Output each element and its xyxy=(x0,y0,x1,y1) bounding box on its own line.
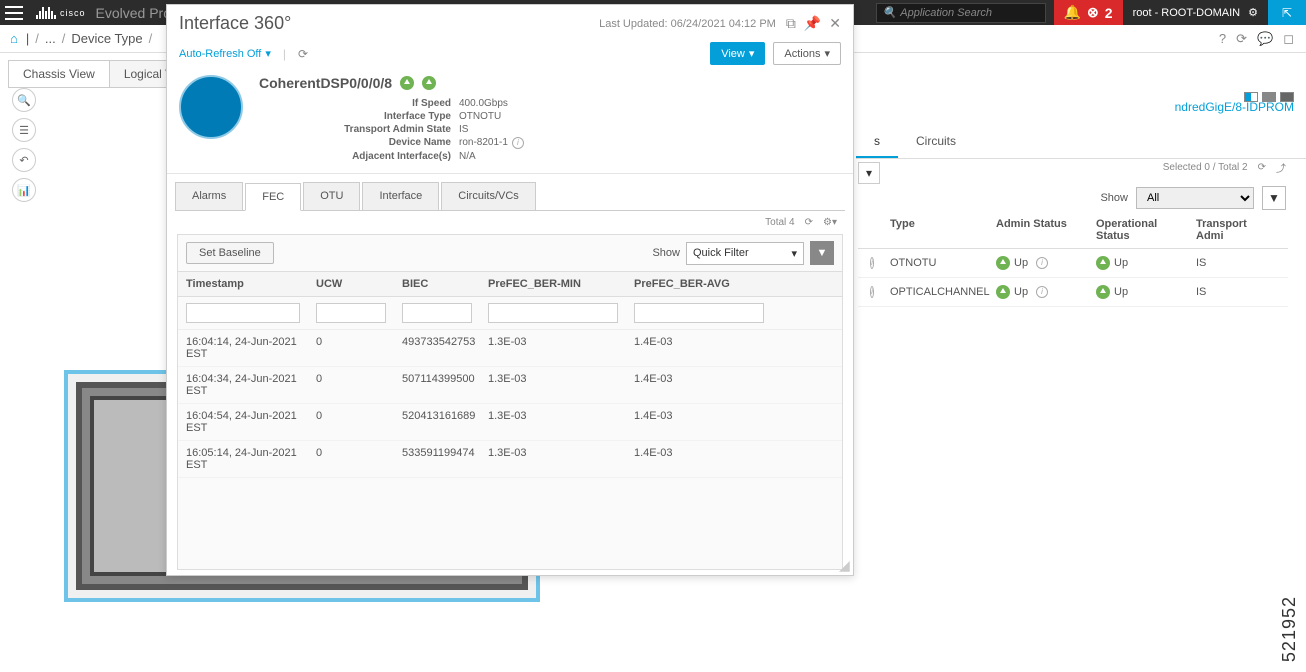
col-min[interactable]: PreFEC_BER-MIN xyxy=(480,272,626,296)
tab-interface[interactable]: Interface xyxy=(362,182,439,210)
tab-fec[interactable]: FEC xyxy=(245,183,301,211)
info-icon[interactable]: i xyxy=(870,257,874,269)
interface-360-modal: Interface 360° Last Updated: 06/24/2021 … xyxy=(166,4,854,576)
breadcrumb-device-type[interactable]: Device Type xyxy=(71,31,142,46)
show-label: Show xyxy=(652,247,680,259)
info-icon[interactable]: i xyxy=(512,137,524,149)
bg-tab-circuits[interactable]: Circuits xyxy=(898,126,974,158)
undo-icon[interactable]: ↶ xyxy=(12,148,36,172)
refresh-icon[interactable]: ⟳ xyxy=(1236,31,1247,47)
bg-row-1[interactable]: i OPTICALCHANNEL Upi Up IS xyxy=(858,278,1288,307)
col-biec[interactable]: BIEC xyxy=(394,272,480,296)
close-icon[interactable]: ✕ xyxy=(829,15,841,32)
breadcrumb-dots[interactable]: ... xyxy=(45,31,56,46)
auto-refresh-toggle[interactable]: Auto-Refresh Off ▾ xyxy=(179,47,271,60)
filter-icon[interactable]: ▼ xyxy=(1262,186,1286,210)
alerts-button[interactable]: 🔔 ⊗ 2 xyxy=(1054,0,1123,25)
info-icon[interactable]: i xyxy=(1036,257,1048,269)
home-icon[interactable]: ⌂ xyxy=(10,31,18,46)
info-icon[interactable]: i xyxy=(1036,286,1048,298)
up-icon xyxy=(1096,256,1110,270)
tab-circuits[interactable]: Circuits/VCs xyxy=(441,182,536,210)
idprom-link[interactable]: ndredGigE/8-IDPROM xyxy=(1175,100,1294,114)
breadcrumb-sep: | xyxy=(26,31,29,46)
tab-otu[interactable]: OTU xyxy=(303,182,360,210)
bg-dropdown[interactable]: ▾ xyxy=(858,162,880,184)
table-row[interactable]: 16:05:14, 24-Jun-2021 EST 0 533591199474… xyxy=(178,441,842,478)
up-icon xyxy=(1096,285,1110,299)
refresh-icon[interactable]: ⟳ xyxy=(298,47,308,61)
interface-name: CoherentDSP0/0/0/8 xyxy=(259,75,392,91)
gear-icon: ⚙ xyxy=(1248,6,1258,19)
info-icon[interactable]: i xyxy=(870,286,874,298)
settings-icon[interactable]: ⚙▾ xyxy=(823,217,837,228)
view-button[interactable]: View▾ xyxy=(710,42,765,65)
status-up-icon xyxy=(400,76,414,90)
resize-handle[interactable]: ◢ xyxy=(839,561,851,573)
filter-ucw[interactable] xyxy=(316,303,386,323)
help-icon[interactable]: ? xyxy=(1219,31,1226,47)
user-label: root - ROOT-DOMAIN xyxy=(1133,7,1241,19)
popout-icon[interactable]: ⧉ xyxy=(786,15,796,32)
app-title: Evolved Pro xyxy=(96,5,171,21)
chevron-down-icon: ▾ xyxy=(265,47,271,60)
col-type: Type xyxy=(882,212,988,248)
alert-count: 2 xyxy=(1105,5,1113,21)
launch-button[interactable]: ⇱ xyxy=(1268,0,1306,25)
bg-tab-s[interactable]: s xyxy=(856,126,898,158)
bg-row-0[interactable]: i OTNOTU Upi Up IS xyxy=(858,249,1288,278)
table-row[interactable]: 16:04:54, 24-Jun-2021 EST 0 520413161689… xyxy=(178,404,842,441)
chart-icon[interactable]: 📊 xyxy=(12,178,36,202)
tab-chassis-view[interactable]: Chassis View xyxy=(8,60,110,87)
search-placeholder: Application Search xyxy=(900,7,992,19)
chevron-down-icon: ▾ xyxy=(791,247,797,260)
launch-icon: ⇱ xyxy=(1282,6,1292,20)
cisco-logo: cisco xyxy=(36,7,86,19)
tab-alarms[interactable]: Alarms xyxy=(175,182,243,210)
col-admin: Admin Status xyxy=(988,212,1088,248)
modal-title: Interface 360° xyxy=(179,13,291,34)
show-label: Show xyxy=(1100,192,1128,204)
user-menu[interactable]: root - ROOT-DOMAIN ⚙ xyxy=(1123,6,1268,19)
dock-icon[interactable]: ◻ xyxy=(1283,31,1294,47)
bell-icon: 🔔 xyxy=(1064,4,1081,21)
filter-timestamp[interactable] xyxy=(186,303,300,323)
quick-filter-select[interactable]: Quick Filter▾ xyxy=(686,242,804,265)
pin-icon[interactable]: 📌 xyxy=(804,15,821,32)
col-ta: Transport Admi xyxy=(1188,212,1268,248)
col-op: Operational Status xyxy=(1088,212,1188,248)
up-icon xyxy=(996,285,1010,299)
app-search[interactable]: 🔍 Application Search xyxy=(876,3,1046,23)
col-ucw[interactable]: UCW xyxy=(308,272,394,296)
table-row[interactable]: 16:04:34, 24-Jun-2021 EST 0 507114399500… xyxy=(178,367,842,404)
filter-biec[interactable] xyxy=(402,303,472,323)
chat-icon[interactable]: 💬 xyxy=(1257,31,1273,47)
actions-button[interactable]: Actions▾ xyxy=(773,42,841,65)
refresh-icon[interactable]: ⟳ xyxy=(805,217,813,228)
filter-button[interactable]: ▼ xyxy=(810,241,834,265)
status-up-icon xyxy=(422,76,436,90)
refresh-icon[interactable]: ⟳ xyxy=(1258,162,1266,173)
chevron-down-icon: ▾ xyxy=(749,47,755,60)
up-icon xyxy=(996,256,1010,270)
interface-avatar xyxy=(179,75,243,139)
chevron-down-icon: ▾ xyxy=(824,47,830,60)
show-select[interactable]: All xyxy=(1136,187,1254,209)
zoom-icon[interactable]: 🔍 xyxy=(12,88,36,112)
list-icon[interactable]: ☰ xyxy=(12,118,36,142)
export-icon[interactable]: ⤴ xyxy=(1276,160,1286,175)
col-timestamp[interactable]: Timestamp xyxy=(178,272,308,296)
last-updated: Last Updated: 06/24/2021 04:12 PM xyxy=(599,18,776,30)
set-baseline-button[interactable]: Set Baseline xyxy=(186,242,274,264)
selected-count: Selected 0 / Total 2 xyxy=(1163,162,1248,173)
total-count: Total 4 xyxy=(765,217,794,228)
table-row[interactable]: 16:04:14, 24-Jun-2021 EST 0 493733542753… xyxy=(178,330,842,367)
nav-hamburger[interactable] xyxy=(0,6,28,20)
filter-avg[interactable] xyxy=(634,303,764,323)
filter-min[interactable] xyxy=(488,303,618,323)
col-avg[interactable]: PreFEC_BER-AVG xyxy=(626,272,772,296)
doc-number: 521952 xyxy=(1279,596,1300,662)
search-icon: 🔍 xyxy=(883,6,897,19)
error-icon: ⊗ xyxy=(1087,4,1099,21)
